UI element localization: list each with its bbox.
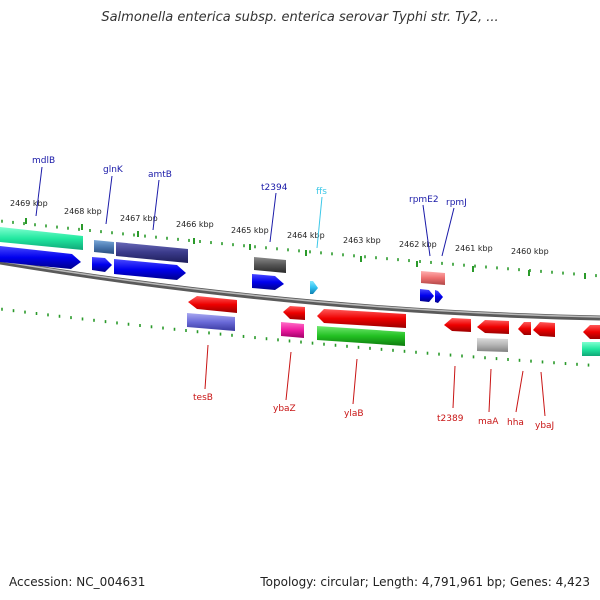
tick-label: 2465 kbp [231,226,269,235]
gene-feature-teal[interactable] [0,227,83,250]
scale-labels: 2469 kbp 2468 kbp 2467 kbp 2466 kbp 2465… [10,199,549,256]
tick-label: 2469 kbp [10,199,48,208]
tick-label: 2463 kbp [343,236,381,245]
leader-line [515,370,524,413]
gene-feature-tesb-box[interactable] [187,313,235,331]
lower-feature-track [187,313,600,356]
gene-label-maa[interactable]: maA [478,417,499,427]
leader-line [152,179,160,231]
gene-label-t2394[interactable]: t2394 [261,183,288,193]
tick-label: 2467 kbp [120,214,158,223]
gene-arrow-ybaj[interactable] [533,322,555,337]
gene-label-glnk[interactable]: glnK [103,165,124,175]
leader-line [285,351,292,401]
gene-arrow-ffs[interactable] [310,281,318,294]
gene-feature-t2394-box[interactable] [254,257,286,273]
upper-feature-track [0,227,445,285]
leader-line [441,207,455,257]
forward-strand-genes [0,246,443,303]
genome-summary: Topology: circular; Length: 4,791,961 bp… [260,575,590,589]
tick-label: 2462 kbp [399,240,437,249]
gene-arrow-tesb[interactable] [188,296,237,313]
leader-line [204,344,209,390]
tick-label: 2466 kbp [176,220,214,229]
leader-line [488,368,492,413]
gene-label-ybaj[interactable]: ybaJ [535,421,554,431]
gene-arrow-rpmj[interactable] [435,290,443,303]
gene-arrow-mdlb[interactable] [0,246,81,269]
gene-label-rpmj[interactable]: rpmJ [446,198,467,208]
gene-arrow-edge[interactable] [583,325,600,339]
map-title: Salmonella enterica subsp. enterica sero… [101,10,499,25]
lower-scale-track [1,307,590,367]
genome-backbone [0,259,600,321]
leader-line [540,371,546,417]
upper-scale-track [1,219,597,278]
leader-line [316,196,323,249]
gene-feature-amtb-box[interactable] [116,242,188,263]
leader-line [35,166,43,217]
leader-line [269,192,277,243]
tick-label: 2460 kbp [511,247,549,256]
gene-feature-glnk-box[interactable] [94,240,114,254]
gene-arrow-amtb[interactable] [114,259,186,280]
tick-label: 2464 kbp [287,231,325,240]
gene-label-amtb[interactable]: amtB [148,170,172,180]
gene-arrow-maa[interactable] [477,320,509,334]
genome-backbone-highlight [0,260,600,318]
major-ticks [25,218,586,279]
gene-label-hha[interactable]: hha [507,418,524,428]
gene-arrow-hha[interactable] [518,322,531,335]
gene-feature-rpme2-box[interactable] [421,271,445,285]
top-gene-labels: mdlB glnK amtB t2394 ffs rpmE2 rpmJ [32,156,467,257]
leader-line [452,365,456,409]
gene-label-ybaz[interactable]: ybaZ [273,404,296,414]
gene-label-mdlb[interactable]: mdlB [32,156,55,166]
gene-feature-maa-box[interactable] [477,338,508,352]
bottom-gene-labels: tesB ybaZ ylaB t2389 maA hha ybaJ [193,344,554,431]
gene-feature-edge-box[interactable] [582,342,600,356]
gene-label-ffs[interactable]: ffs [316,187,327,197]
gene-label-ylab[interactable]: ylaB [344,409,364,419]
gene-arrow-t2394[interactable] [252,274,284,290]
gene-arrow-rpme2[interactable] [420,289,434,302]
leader-line [105,175,113,225]
gene-label-rpme2[interactable]: rpmE2 [409,195,439,205]
gene-arrow-ylab[interactable] [317,309,406,328]
gene-label-t2389[interactable]: t2389 [437,414,464,424]
gene-feature-ylab-box[interactable] [317,326,405,346]
gene-label-tesb[interactable]: tesB [193,393,213,403]
gene-arrow-glnk[interactable] [92,257,112,272]
leader-line [352,358,358,405]
reverse-strand-genes [188,296,600,339]
gene-arrow-ybaz[interactable] [283,306,305,320]
tick-label: 2468 kbp [64,207,102,216]
gene-arrow-t2389[interactable] [444,318,471,332]
gene-feature-ybaz-box[interactable] [281,322,304,338]
accession-label: Accession: NC_004631 [9,575,146,589]
tick-label: 2461 kbp [455,244,493,253]
leader-line [422,204,431,257]
